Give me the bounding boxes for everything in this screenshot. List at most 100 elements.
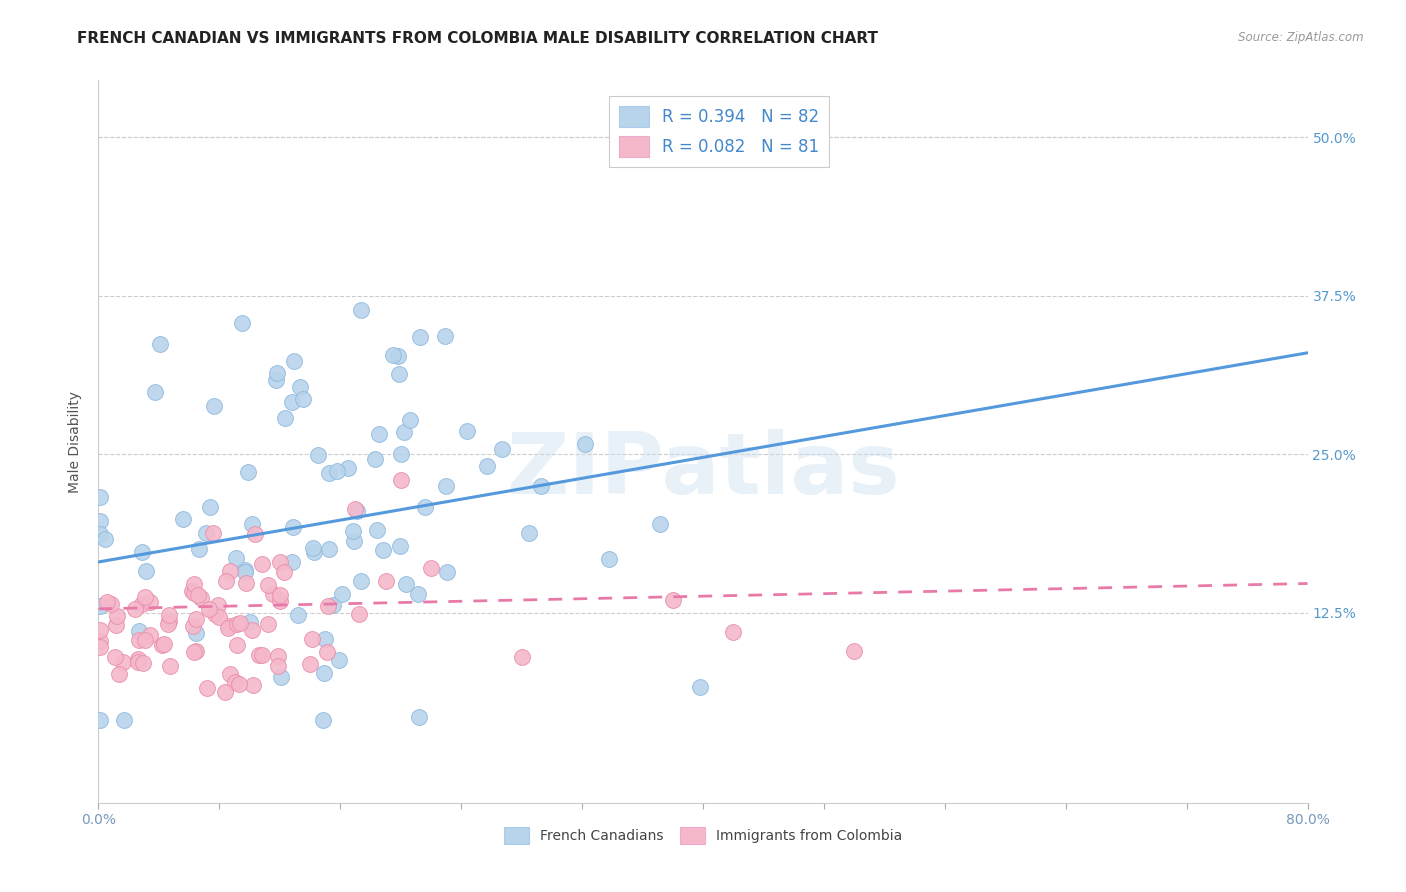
Point [475, 459, 498, 474]
Point [208, 609, 231, 624]
Point [318, 541, 340, 556]
Point [574, 436, 596, 450]
Point [127, 655, 149, 669]
Point [312, 714, 335, 728]
Point [363, 452, 385, 467]
Point [347, 607, 370, 621]
Point [89, 623, 111, 637]
Point [100, 598, 122, 612]
Point [134, 591, 156, 605]
Point [367, 426, 389, 441]
Point [89, 514, 111, 528]
Point [342, 524, 364, 538]
Point [343, 533, 366, 548]
Point [312, 666, 335, 681]
Point [183, 586, 205, 600]
Point [409, 330, 432, 344]
Legend: French Canadians, Immigrants from Colombia: French Canadians, Immigrants from Colomb… [498, 822, 908, 850]
Point [104, 618, 127, 632]
Point [135, 565, 157, 579]
Point [225, 617, 247, 632]
Point [269, 555, 291, 569]
Point [350, 302, 373, 317]
Point [307, 448, 329, 462]
Point [648, 516, 671, 531]
Point [89, 490, 111, 504]
Point [281, 555, 304, 569]
Point [517, 525, 540, 540]
Point [139, 628, 162, 642]
Point [395, 576, 418, 591]
Point [257, 578, 280, 592]
Point [408, 709, 430, 723]
Point [250, 648, 273, 663]
Point [94, 533, 117, 547]
Text: ZIPatlas: ZIPatlas [506, 429, 900, 512]
Point [242, 678, 264, 692]
Point [207, 599, 229, 613]
Point [134, 633, 156, 648]
Point [273, 411, 295, 425]
Point [195, 681, 218, 695]
Point [183, 646, 205, 660]
Point [225, 639, 247, 653]
Point [302, 545, 325, 559]
Point [491, 442, 513, 456]
Point [132, 656, 155, 670]
Point [266, 649, 288, 664]
Point [240, 517, 263, 532]
Point [112, 714, 135, 728]
Point [723, 624, 745, 639]
Point [250, 557, 273, 571]
Point [283, 354, 305, 368]
Point [267, 659, 290, 673]
Point [243, 526, 266, 541]
Point [299, 657, 322, 671]
Point [456, 424, 478, 438]
Point [264, 373, 287, 387]
Point [281, 395, 304, 409]
Point [225, 550, 247, 565]
Point [139, 595, 162, 609]
Point [256, 617, 278, 632]
Point [187, 588, 209, 602]
Point [145, 384, 167, 399]
Point [281, 520, 304, 534]
Point [316, 645, 339, 659]
Point [413, 500, 436, 514]
Point [198, 602, 221, 616]
Point [420, 561, 443, 575]
Point [290, 380, 312, 394]
Point [127, 652, 149, 666]
Point [89, 714, 111, 728]
Point [184, 626, 207, 640]
Point [149, 337, 172, 351]
Point [183, 576, 205, 591]
Point [224, 675, 246, 690]
Point [184, 644, 207, 658]
Point [389, 539, 412, 553]
Point [128, 624, 150, 638]
Text: FRENCH CANADIAN VS IMMIGRANTS FROM COLOMBIA MALE DISABILITY CORRELATION CHART: FRENCH CANADIAN VS IMMIGRANTS FROM COLOM… [77, 31, 879, 46]
Point [322, 598, 344, 612]
Point [406, 587, 429, 601]
Point [375, 574, 398, 588]
Point [89, 527, 111, 541]
Point [270, 670, 292, 684]
Point [292, 392, 315, 407]
Point [346, 504, 368, 518]
Point [266, 366, 288, 380]
Point [228, 677, 250, 691]
Point [150, 638, 173, 652]
Point [388, 367, 411, 381]
Point [152, 636, 174, 650]
Point [434, 479, 457, 493]
Point [530, 479, 553, 493]
Point [156, 617, 179, 632]
Point [301, 632, 323, 646]
Point [240, 623, 263, 637]
Point [190, 591, 212, 605]
Point [394, 425, 416, 439]
Point [96, 595, 118, 609]
Point [105, 609, 128, 624]
